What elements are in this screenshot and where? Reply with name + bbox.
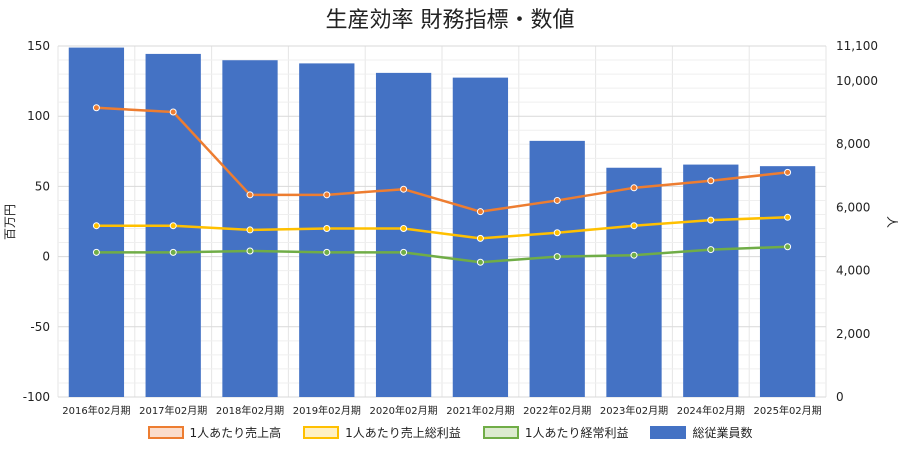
- legend-label: 1人あたり売上高: [189, 426, 282, 440]
- bar: [606, 167, 662, 397]
- data-point: [169, 222, 177, 230]
- legend-item[interactable]: 総従業員数: [650, 424, 752, 441]
- bar: [683, 164, 739, 397]
- left-tick-label: -100: [23, 390, 50, 404]
- data-point: [169, 108, 177, 116]
- legend-swatch: [147, 426, 184, 439]
- x-tick-label: 2025年02月期: [754, 404, 822, 417]
- left-axis-ticks: 150 100 50 0 -50 -100: [23, 39, 50, 404]
- data-point: [707, 216, 715, 224]
- left-tick-label: 0: [42, 250, 50, 264]
- data-point: [784, 213, 792, 221]
- data-point: [476, 258, 484, 266]
- legend-swatch: [650, 426, 687, 439]
- line-series: [92, 104, 792, 266]
- right-axis-ticks: 11,100 10,000 8,000 6,000 4,000 2,000 0: [836, 39, 878, 404]
- x-tick-label: 2020年02月期: [370, 404, 438, 417]
- legend-label: 1人あたり経常利益: [524, 426, 629, 440]
- right-axis-title: 人: [885, 216, 899, 228]
- data-point: [169, 248, 177, 256]
- right-tick-label: 2,000: [836, 327, 870, 341]
- right-tick-label: 8,000: [836, 137, 870, 151]
- bar: [375, 72, 432, 397]
- legend: 1人あたり売上高 1人あたり売上総利益 1人あたり経常利益 総従業員数: [0, 424, 900, 441]
- data-point: [784, 243, 792, 251]
- x-axis-ticks: 2016年02月期 2017年02月期 2018年02月期 2019年02月期 2020…: [62, 404, 821, 417]
- series-line: [96, 245, 788, 264]
- data-point: [400, 185, 408, 193]
- data-point: [630, 184, 638, 192]
- left-axis-title: 百万円: [3, 204, 17, 240]
- data-point: [553, 253, 561, 261]
- data-point: [323, 225, 331, 233]
- legend-item[interactable]: 1人あたり売上総利益: [303, 424, 461, 441]
- data-point: [323, 191, 331, 199]
- data-point: [476, 208, 484, 216]
- data-point: [246, 191, 254, 199]
- data-point: [400, 248, 408, 256]
- data-point: [630, 222, 638, 230]
- x-tick-label: 2023年02月期: [600, 404, 668, 417]
- x-tick-label: 2016年02月期: [62, 404, 130, 417]
- left-tick-label: -50: [30, 320, 50, 334]
- x-tick-label: 2021年02月期: [446, 404, 514, 417]
- data-point: [323, 248, 331, 256]
- data-point: [246, 247, 254, 255]
- legend-item[interactable]: 1人あたり売上高: [147, 424, 282, 441]
- right-tick-label: 11,100: [836, 39, 878, 53]
- legend-label: 1人あたり売上総利益: [345, 426, 461, 440]
- right-tick-label: 4,000: [836, 264, 870, 278]
- data-point: [476, 234, 484, 242]
- x-tick-label: 2022年02月期: [523, 404, 591, 417]
- data-point: [92, 104, 100, 112]
- left-tick-label: 50: [35, 179, 50, 193]
- x-tick-label: 2017年02月期: [139, 404, 207, 417]
- right-tick-label: 6,000: [836, 200, 870, 214]
- legend-item[interactable]: 1人あたり経常利益: [482, 424, 629, 441]
- data-point: [400, 225, 408, 233]
- data-point: [630, 251, 638, 259]
- data-point: [246, 226, 254, 234]
- x-tick-label: 2018年02月期: [216, 404, 284, 417]
- legend-swatch: [482, 426, 519, 439]
- left-tick-label: 150: [27, 39, 50, 53]
- data-point: [707, 177, 715, 185]
- x-tick-label: 2019年02月期: [293, 404, 361, 417]
- chart-title: 生産効率 財務指標・数値: [325, 8, 575, 33]
- bar: [529, 140, 585, 397]
- legend-swatch: [303, 426, 340, 439]
- right-tick-label: 0: [836, 390, 844, 404]
- data-point: [553, 196, 561, 204]
- left-tick-label: 100: [27, 109, 50, 123]
- series-line: [96, 216, 788, 240]
- bar: [759, 166, 816, 397]
- data-point: [784, 168, 792, 176]
- data-point: [707, 246, 715, 254]
- data-point: [92, 248, 100, 256]
- data-point: [553, 229, 561, 237]
- legend-label: 総従業員数: [692, 426, 753, 440]
- x-tick-label: 2024年02月期: [677, 404, 745, 417]
- right-tick-label: 10,000: [836, 74, 878, 88]
- series-line: [96, 106, 788, 213]
- data-point: [92, 222, 100, 230]
